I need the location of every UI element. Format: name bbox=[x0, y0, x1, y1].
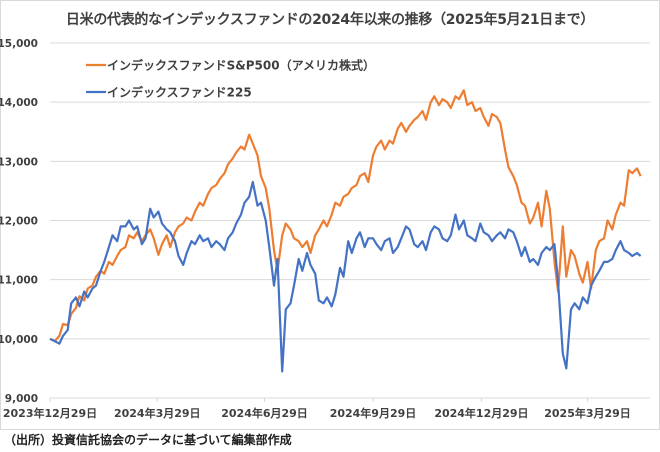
series-line-sp500 bbox=[49, 89, 642, 343]
y-tick-label: 11,000 bbox=[0, 275, 38, 287]
y-tick-label: 9,000 bbox=[5, 393, 38, 405]
y-tick-label: 12,000 bbox=[0, 216, 38, 228]
y-tick-label: 10,000 bbox=[0, 334, 38, 346]
y-tick-label: 13,000 bbox=[0, 156, 38, 168]
x-axis: 2023年12月29日 2024年3月29日 2024年6月29日 2024年9月29… bbox=[3, 398, 631, 420]
legend-label: インデックスファンド225 bbox=[107, 85, 252, 100]
x-tick-label: 2023年12月29日 bbox=[3, 406, 97, 420]
y-tick-label: 15,000 bbox=[0, 38, 38, 50]
series-line-nikkei225 bbox=[49, 180, 642, 373]
x-tick-label: 2024年3月29日 bbox=[114, 406, 201, 420]
x-tick-label: 2024年9月29日 bbox=[330, 406, 417, 420]
source-note: （出所）投資信託協会のデータに基づいて編集部作成 bbox=[4, 433, 292, 447]
x-tick-label: 2024年6月29日 bbox=[221, 406, 308, 420]
x-tick-label: 2024年12月29日 bbox=[434, 406, 528, 420]
line-chart: 9,000 10,000 11,000 12,000 13,000 14,000 15,00… bbox=[0, 38, 650, 420]
chart-title: 日米の代表的なインデックスファンドの2024年以来の推移（2025年5月21日ま… bbox=[65, 12, 595, 28]
legend: インデックスファンドS&P500（アメリカ株式） インデックスファンド225 bbox=[86, 58, 375, 100]
series-lines bbox=[49, 89, 642, 373]
y-axis: 9,000 10,000 11,000 12,000 13,000 14,000 15,00… bbox=[0, 38, 38, 405]
x-tick-label: 2025年3月29日 bbox=[544, 406, 631, 420]
legend-label: インデックスファンドS&P500（アメリカ株式） bbox=[107, 58, 375, 73]
y-tick-label: 14,000 bbox=[0, 97, 38, 109]
